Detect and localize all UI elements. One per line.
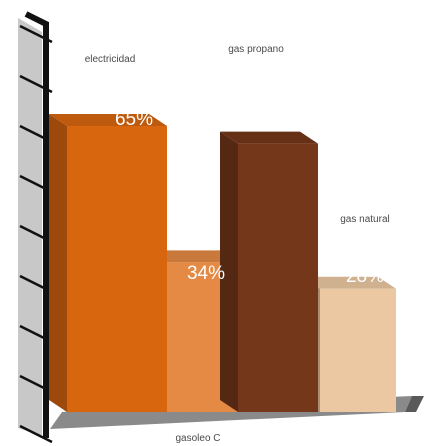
chart-floor-edge [405,396,424,412]
axis-tick [19,224,53,244]
bar-electricidad [49,114,167,412]
value-label-electricidad: 65% [115,109,153,130]
axis-tick [19,324,53,344]
value-label-gas-natural: 28% [346,266,384,287]
category-label-gas-propano: gas propano [228,44,284,55]
category-label-gasoleo-c: gasoleo C [175,433,220,444]
chart-axis-wall [18,11,53,444]
axis-tick [19,424,53,444]
bar-gas-propano [220,131,318,412]
category-label-electricidad: electricidad [85,54,136,65]
axis-tick [19,74,53,94]
axis-tick [19,24,53,44]
bars-group [49,114,396,412]
value-label-gas-propano: 61% [271,109,309,130]
axis-tick [19,374,53,394]
bar-front-gas-propano [238,143,318,412]
bar-side-gas-propano [220,131,238,412]
bar-front-gas-natural [320,288,396,412]
bar-top-electricidad [49,114,167,126]
axis-spine [24,11,49,438]
axis-wall-panel [18,18,42,436]
value-label-gasoleo-c: 34% [187,263,225,284]
labels-group: electricidad gasoleo C gas propano gas n… [85,44,390,444]
bar-side-electricidad [49,114,67,412]
bar-top-gas-natural [302,276,396,289]
axis-tick [19,174,53,194]
bar-top-gas-propano [220,131,318,144]
axis-tick [19,124,53,144]
bar-front-electricidad [67,126,167,412]
category-label-gas-natural: gas natural [340,214,389,225]
axis-tick [19,274,53,294]
